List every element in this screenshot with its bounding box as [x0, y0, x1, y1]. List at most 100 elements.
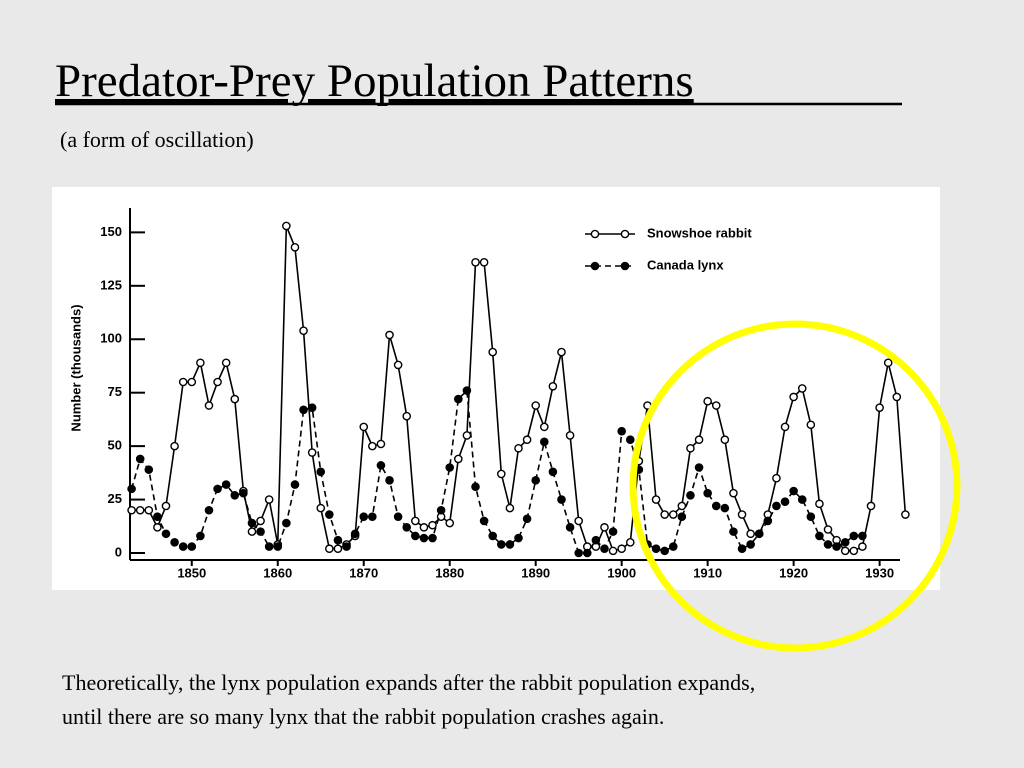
data-point — [187, 377, 197, 387]
data-point — [230, 394, 240, 404]
data-point — [402, 523, 412, 532]
data-point — [196, 358, 205, 368]
data-point — [600, 544, 609, 554]
data-point — [557, 495, 566, 504]
data-point — [488, 347, 498, 357]
data-point — [170, 538, 179, 547]
data-point — [127, 505, 136, 515]
x-tick-label: 1890 — [521, 565, 550, 580]
data-point — [514, 533, 523, 543]
data-point — [565, 431, 575, 440]
data-point — [505, 503, 515, 513]
data-point — [256, 527, 265, 536]
data-point — [161, 501, 171, 511]
data-point — [393, 512, 403, 521]
data-point — [703, 488, 712, 498]
data-point — [411, 516, 420, 526]
data-point — [780, 422, 790, 432]
data-point — [316, 503, 326, 513]
data-point — [419, 533, 429, 543]
y-tick-label: 25 — [108, 491, 122, 506]
data-point — [178, 377, 188, 387]
data-point — [608, 546, 618, 556]
data-point — [187, 542, 197, 551]
data-point — [264, 495, 274, 504]
data-point — [668, 542, 678, 551]
data-point — [307, 448, 317, 457]
legend-marker — [620, 261, 630, 271]
y-tick-label: 75 — [108, 384, 122, 399]
data-point — [359, 422, 369, 432]
data-point — [823, 540, 833, 549]
data-point — [230, 490, 240, 500]
data-point — [557, 347, 566, 357]
data-point — [342, 542, 351, 551]
data-point — [471, 257, 480, 267]
data-point — [866, 501, 876, 511]
data-point — [385, 330, 394, 340]
data-point — [617, 426, 626, 436]
data-point — [763, 516, 773, 526]
x-tick-label: 1850 — [177, 565, 206, 580]
data-point — [479, 257, 489, 267]
y-tick-label: 150 — [100, 224, 122, 239]
data-point — [196, 531, 205, 541]
data-point — [213, 484, 222, 494]
data-point — [264, 542, 274, 551]
data-point — [454, 454, 463, 464]
data-point — [161, 529, 171, 539]
data-point — [754, 529, 764, 539]
data-point — [350, 529, 360, 539]
data-point — [858, 542, 867, 551]
data-point — [539, 422, 549, 432]
data-point — [497, 540, 506, 549]
x-tick-label: 1930 — [865, 565, 894, 580]
data-point — [144, 465, 154, 474]
data-point — [299, 326, 308, 336]
caption-line: Theoretically, the lynx population expan… — [62, 670, 755, 695]
data-point — [153, 512, 162, 521]
legend-marker — [590, 229, 600, 239]
data-point — [488, 531, 498, 541]
data-point — [720, 435, 730, 445]
data-point — [376, 461, 386, 470]
data-point — [445, 518, 455, 528]
data-point — [153, 523, 162, 532]
data-point — [797, 384, 807, 393]
data-point — [737, 544, 747, 554]
data-point — [815, 499, 824, 509]
data-point — [221, 480, 231, 489]
data-point — [307, 403, 317, 412]
data-point — [625, 538, 635, 547]
data-point — [471, 482, 480, 492]
y-tick-label: 100 — [100, 331, 122, 346]
x-tick-label: 1870 — [349, 565, 378, 580]
data-point — [815, 531, 824, 541]
data-point — [368, 441, 377, 451]
data-point — [290, 480, 300, 489]
data-point — [273, 542, 283, 551]
data-point — [522, 514, 532, 524]
data-point — [445, 463, 455, 472]
data-point — [402, 411, 412, 421]
data-point — [462, 386, 472, 395]
plot: 0 25 50 75 100 125 150 1850 1860 1870 1880 1890 1900… — [68, 208, 910, 580]
data-point — [574, 548, 583, 558]
legend-label: Canada lynx — [647, 257, 724, 272]
data-point — [677, 512, 687, 521]
data-point — [514, 443, 523, 453]
data-point — [711, 401, 721, 410]
y-tick-label: 125 — [100, 277, 122, 292]
data-point — [840, 538, 850, 547]
data-point — [144, 505, 154, 515]
data-point — [591, 535, 601, 545]
data-point — [428, 520, 437, 530]
data-point — [832, 542, 841, 551]
data-point — [608, 527, 618, 536]
data-point — [582, 548, 592, 558]
data-point — [746, 529, 755, 539]
data-point — [325, 510, 334, 519]
data-point — [600, 523, 609, 532]
data-point — [247, 527, 257, 536]
